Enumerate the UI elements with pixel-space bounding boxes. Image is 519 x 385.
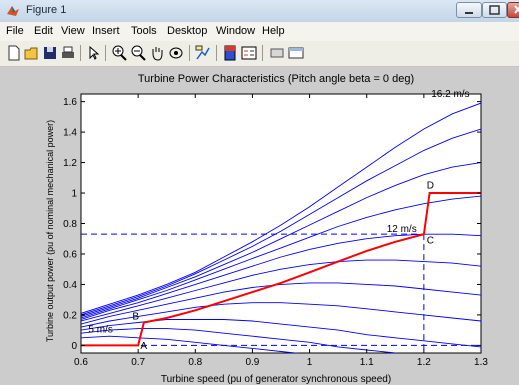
figure-canvas[interactable]: 0.6 0.7 0.8 0.9 1 1.1 1.2 1.3 0 0.2 0.4 0.6 0.8 1 1.2 1… — [0, 67, 519, 385]
wind-curve-11 — [81, 102, 481, 314]
reference-lines — [81, 233, 481, 353]
menu-help[interactable]: Help — [262, 25, 285, 37]
annotation-1: 16.2 m/s — [431, 89, 469, 100]
edit-plot-arrow-icon[interactable] — [84, 44, 102, 62]
menu-edit[interactable]: Edit — [34, 25, 53, 37]
new-figure-icon[interactable] — [5, 44, 23, 62]
y-tick-label: 0.8 — [63, 219, 77, 230]
open-file-icon[interactable] — [23, 44, 41, 62]
maximize-icon — [489, 5, 500, 15]
annotation-3: 5 m/s — [88, 324, 112, 335]
y-tick-label: 0.6 — [63, 249, 77, 260]
x-tick-label: 0.7 — [131, 357, 145, 368]
wind-curve-9 — [81, 162, 481, 317]
x-tick-label: 1 — [307, 357, 313, 368]
toolbar-separator — [80, 45, 81, 61]
axes-area[interactable] — [80, 93, 482, 354]
x-tick-label: 1.2 — [417, 357, 431, 368]
menu-desktop[interactable]: Desktop — [167, 25, 208, 37]
wind-curve-7 — [81, 233, 481, 320]
wind-speed-curves — [81, 102, 481, 353]
x-axis-label: Turbine speed (pu of generator synchrono… — [161, 374, 391, 385]
window-title: Figure 1 — [26, 4, 67, 16]
close-icon — [514, 5, 519, 14]
menu-window[interactable]: Window — [216, 25, 256, 37]
wind-curve-4 — [81, 302, 481, 328]
menu-view[interactable]: View — [61, 25, 85, 37]
toolbar — [0, 41, 519, 67]
x-tick-label: 1.1 — [360, 357, 374, 368]
x-tick-label: 0.8 — [188, 357, 202, 368]
menu-insert[interactable]: Insert — [92, 25, 120, 37]
data-cursor-icon[interactable] — [194, 44, 212, 62]
save-icon[interactable] — [41, 44, 59, 62]
legend-icon[interactable] — [240, 44, 258, 62]
print-icon[interactable] — [59, 44, 77, 62]
y-axis-label: Turbine output power (pu of nominal mech… — [45, 120, 55, 342]
annotations: 16.2 m/s 12 m/s 5 m/s D C B A — [88, 89, 469, 352]
chart-title: Turbine Power Characteristics (Pitch ang… — [138, 73, 414, 85]
axis-ticks: 0.6 0.7 0.8 0.9 1 1.1 1.2 1.3 0 0.2 0.4 0.6 0.8 1 1.2 1… — [63, 94, 488, 368]
menu-bar: File Edit View Insert Tools Desktop Wind… — [0, 22, 519, 41]
y-tick-label: 1.6 — [63, 97, 77, 108]
wind-curve-10 — [81, 128, 481, 316]
wind-curve-8 — [81, 195, 481, 319]
minimize-icon — [465, 12, 473, 14]
annotation-4: D — [427, 180, 434, 191]
matlab-logo-icon — [7, 6, 19, 16]
show-plot-tools-icon[interactable] — [287, 44, 305, 62]
y-tick-label: 1 — [71, 189, 77, 200]
menu-file[interactable]: File — [6, 25, 24, 37]
operating-curve-layer — [81, 192, 481, 347]
wind-curve-2 — [81, 328, 400, 353]
toolbar-separator — [216, 45, 217, 61]
x-tick-label: 1.3 — [474, 357, 488, 368]
y-tick-label: 0.2 — [63, 310, 77, 321]
colorbar-icon[interactable] — [221, 44, 239, 62]
annotation-7: A — [140, 341, 147, 352]
zoom-out-icon[interactable] — [129, 44, 147, 62]
y-tick-label: 1.2 — [63, 158, 77, 169]
toolbar-separator — [189, 45, 190, 61]
toolbar-separator — [262, 45, 263, 61]
annotation-6: B — [132, 311, 139, 322]
menu-tools[interactable]: Tools — [131, 25, 157, 37]
operating-curve — [81, 192, 481, 347]
zoom-in-icon[interactable] — [110, 44, 128, 62]
annotation-2: 12 m/s — [387, 224, 417, 235]
hide-plot-tools-icon[interactable] — [268, 44, 286, 62]
wind-curve-1 — [81, 335, 300, 353]
minimize-button[interactable] — [456, 2, 482, 18]
x-tick-label: 0.9 — [245, 357, 259, 368]
title-bar[interactable]: Figure 1 — [0, 0, 519, 23]
plot-svg: 0.6 0.7 0.8 0.9 1 1.1 1.2 1.3 0 0.2 0.4 0.6 0.8 1 1.2 1… — [45, 73, 488, 385]
y-tick-label: 0.4 — [63, 280, 77, 291]
y-tick-label: 0 — [71, 341, 77, 352]
y-tick-label: 1.4 — [63, 128, 77, 139]
wind-curve-6 — [81, 259, 481, 322]
rotate-3d-icon[interactable] — [167, 44, 185, 62]
annotation-5: C — [427, 235, 434, 246]
pan-hand-icon[interactable] — [148, 44, 166, 62]
toolbar-separator — [105, 45, 106, 61]
maximize-button[interactable] — [482, 2, 507, 18]
x-tick-label: 0.6 — [74, 357, 88, 368]
close-button[interactable] — [507, 2, 519, 18]
wind-curve-5 — [81, 282, 481, 325]
